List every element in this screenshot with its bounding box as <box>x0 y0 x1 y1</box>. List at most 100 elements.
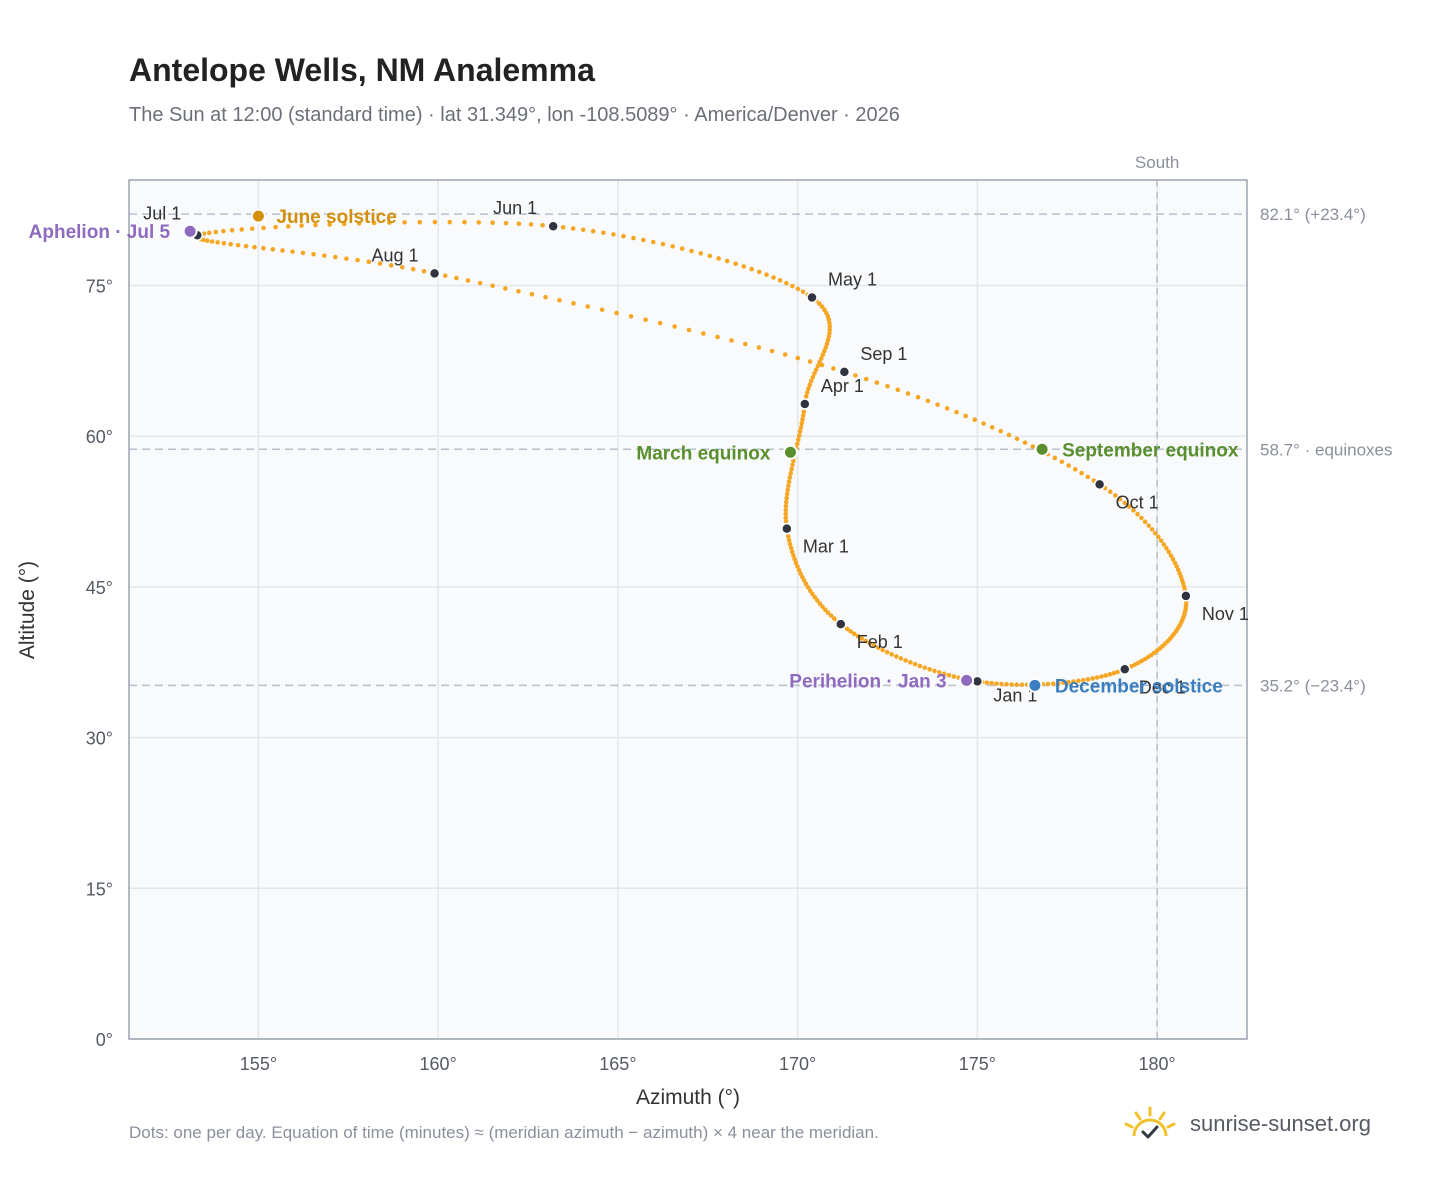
daily-dot <box>614 310 619 316</box>
daily-dot <box>200 237 206 243</box>
daily-dot <box>813 367 819 372</box>
daily-dot <box>1112 493 1118 498</box>
daily-dot <box>981 421 986 426</box>
daily-dot <box>207 230 212 236</box>
daily-dot <box>884 649 890 655</box>
daily-dot <box>560 224 566 230</box>
daily-dot <box>855 633 861 639</box>
daily-dot <box>848 629 853 634</box>
daily-dot <box>698 251 704 256</box>
sun-logo-icon <box>1124 1106 1176 1139</box>
daily-dot <box>1019 682 1025 688</box>
daily-dot <box>795 564 800 569</box>
daily-dot <box>540 222 545 228</box>
daily-dot <box>917 663 923 669</box>
daily-dot <box>771 275 776 280</box>
daily-dot <box>631 235 636 241</box>
daily-dot <box>516 221 522 227</box>
y-tick-label: 0° <box>96 1030 113 1050</box>
event-label: December solstice <box>1055 676 1223 697</box>
daily-dot <box>812 371 817 376</box>
event-label: September equinox <box>1062 440 1239 461</box>
daily-dot <box>946 672 952 678</box>
daily-dot <box>1149 527 1155 532</box>
event-label: Aphelion · Jul 5 <box>29 222 171 243</box>
daily-dot <box>791 553 796 558</box>
daily-dot <box>804 390 810 395</box>
daily-dot <box>1126 504 1132 509</box>
daily-dot <box>601 230 606 236</box>
daily-dot <box>387 220 392 225</box>
brand[interactable]: sunrise-sunset.org <box>1122 1102 1371 1146</box>
daily-dot <box>859 636 865 641</box>
daily-dot <box>941 671 947 677</box>
daily-dot <box>1094 675 1100 680</box>
month-marker <box>428 267 441 280</box>
meridian-label: South <box>1135 153 1179 172</box>
daily-dot <box>516 289 521 294</box>
daily-dot <box>490 283 495 289</box>
daily-dot <box>851 631 857 637</box>
daily-dot <box>827 330 832 336</box>
daily-dot <box>313 222 318 228</box>
daily-dot <box>1059 459 1065 465</box>
month-marker <box>1180 590 1192 602</box>
daily-dot <box>1166 549 1172 555</box>
daily-dot <box>252 244 257 250</box>
event-marker <box>782 444 798 460</box>
daily-dot <box>889 652 894 657</box>
daily-dot <box>571 301 576 306</box>
daily-dot <box>783 511 789 517</box>
daily-dot <box>290 249 295 254</box>
month-marker <box>838 366 851 378</box>
daily-dot <box>783 503 789 509</box>
month-label: Dec 1 <box>1139 677 1186 697</box>
daily-dot <box>454 275 459 281</box>
daily-dot <box>1152 530 1158 536</box>
daily-dot <box>1174 564 1179 569</box>
month-label: Mar 1 <box>803 537 849 557</box>
daily-dot <box>998 428 1003 434</box>
daily-dot <box>871 643 877 648</box>
daily-dot <box>1155 534 1161 540</box>
daily-dot <box>756 345 762 350</box>
daily-dot <box>784 491 790 497</box>
daily-dot <box>280 248 285 253</box>
daily-dot <box>1142 519 1148 525</box>
daily-dot <box>805 585 811 590</box>
daily-dot <box>650 239 656 245</box>
daily-dot <box>570 226 576 231</box>
daily-dot <box>769 348 775 354</box>
daily-dot <box>999 681 1004 687</box>
daily-dot <box>465 278 471 283</box>
daily-dot <box>863 638 869 644</box>
daily-dot <box>1004 681 1009 687</box>
daily-dot <box>1030 444 1036 449</box>
daily-dot <box>898 656 904 661</box>
daily-dot <box>797 429 803 434</box>
daily-dot <box>885 383 890 389</box>
daily-dot <box>800 413 806 418</box>
daily-dot <box>810 374 816 380</box>
daily-dot <box>795 355 801 361</box>
daily-dot <box>817 601 823 606</box>
daily-dot <box>261 245 266 251</box>
x-tick-label: 170° <box>779 1054 816 1074</box>
daily-dot <box>421 268 427 274</box>
daily-dot <box>801 578 807 583</box>
daily-dot <box>800 417 805 422</box>
daily-dot <box>1139 515 1144 521</box>
daily-dot <box>915 394 921 400</box>
month-markers: Jan 1 Feb 1 Mar 1 Apr 1 May 1 Jun 1 Jul 1 Aug 1… <box>143 198 1249 705</box>
event-marker <box>1027 677 1043 693</box>
plot-frame <box>128 179 1248 1040</box>
month-label: Jan 1 <box>993 685 1037 705</box>
daily-dot <box>1164 545 1169 551</box>
daily-dot <box>867 640 873 646</box>
daily-dot <box>1115 669 1120 675</box>
daily-dot <box>286 224 291 229</box>
daily-dot <box>1111 670 1117 676</box>
daily-dot <box>590 228 596 234</box>
axis-ticks: 155° 160° 165° 170° 175° 180° 0° 15° 30° 45° 60° 75… <box>86 276 1176 1074</box>
